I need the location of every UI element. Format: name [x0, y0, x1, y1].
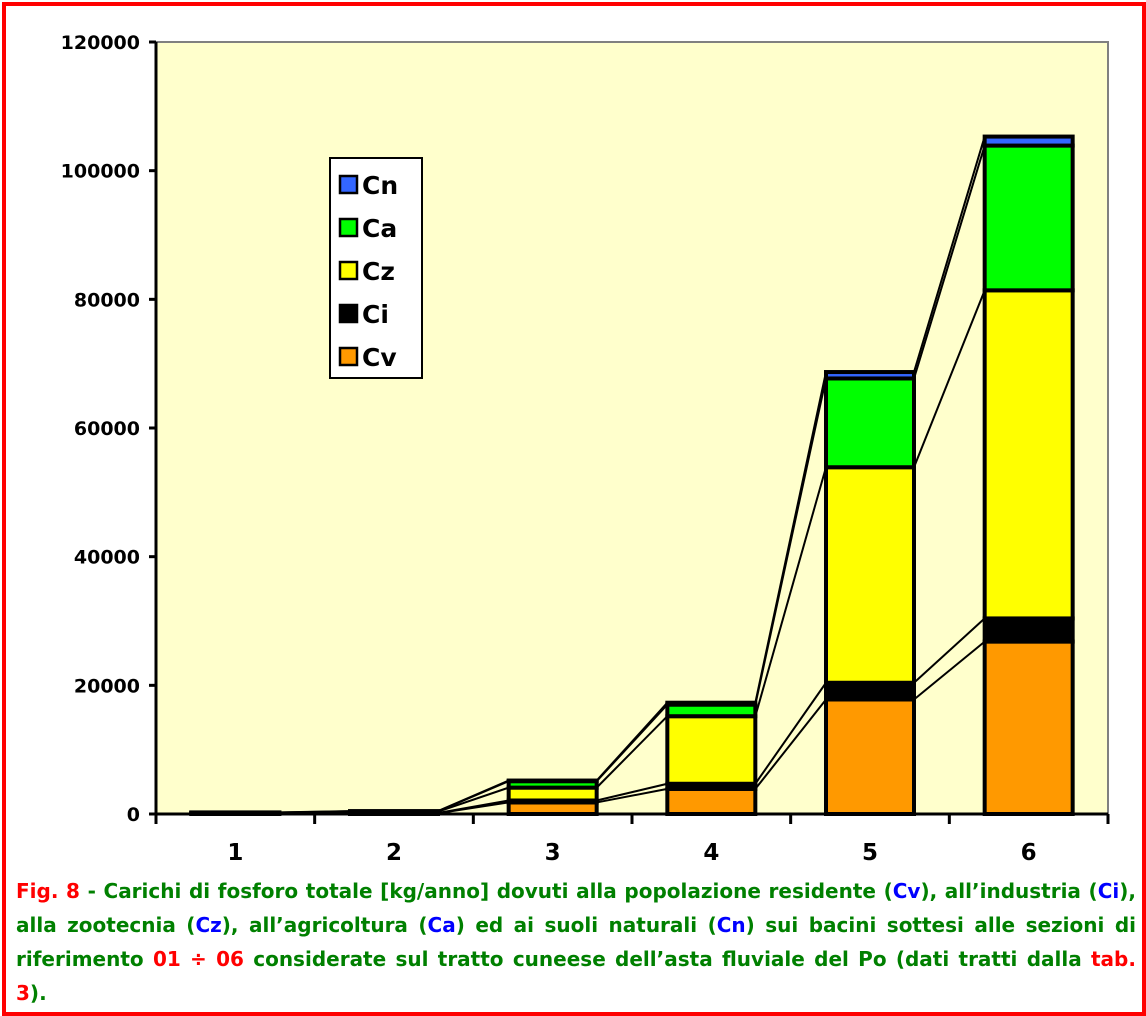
bar-cz-6 [985, 290, 1073, 618]
bar-cn-4 [667, 703, 755, 705]
caption-part-8: ) ed ai suoli naturali ( [456, 913, 717, 937]
bar-ca-5 [826, 378, 914, 467]
caption-part-14: ). [30, 981, 47, 1005]
x-tick-label-3: 3 [545, 840, 561, 866]
legend-label-cn: Cn [362, 171, 398, 200]
x-tick-label-2: 2 [386, 840, 402, 866]
x-tick-label-6: 6 [1021, 840, 1037, 866]
x-tick-label-1: 1 [227, 840, 243, 866]
caption-part-3: Ci [1098, 879, 1120, 903]
bar-ci-5 [826, 683, 914, 700]
x-tick-label-5: 5 [862, 840, 878, 866]
caption-part-11: 01 ÷ 06 [153, 947, 244, 971]
legend-swatch-cv [340, 348, 357, 365]
caption-fig-label: Fig. 8 [16, 879, 80, 903]
y-tick-label-40000: 40000 [74, 547, 140, 569]
plot-background [156, 42, 1108, 814]
bar-cz-4 [667, 716, 755, 784]
legend-swatch-cn [340, 176, 357, 193]
y-tick-label-20000: 20000 [74, 675, 140, 697]
legend-label-cv: Cv [362, 343, 397, 372]
series-line-cn-1 [279, 811, 350, 812]
y-tick-label-80000: 80000 [74, 289, 140, 311]
legend-label-ca: Ca [362, 214, 397, 243]
y-tick-label-120000: 120000 [61, 32, 140, 54]
bar-cn-5 [826, 372, 914, 378]
caption-part-9: Cn [717, 913, 746, 937]
bar-cv-5 [826, 699, 914, 814]
y-tick-label-60000: 60000 [74, 418, 140, 440]
bar-cn-2 [350, 811, 438, 812]
bar-ci-6 [985, 618, 1073, 641]
caption-part-12: considerate sul tratto cuneese dell’asta… [244, 947, 1091, 971]
caption-part-2: ), all’industria ( [920, 879, 1097, 903]
legend-swatch-ci [340, 305, 357, 322]
figure-caption: Fig. 8 - Carichi di fosforo totale [kg/a… [16, 874, 1136, 1010]
bar-ca-6 [985, 146, 1073, 291]
caption-part-0: - Carichi di fosforo totale [kg/anno] do… [80, 879, 893, 903]
legend-swatch-ca [340, 219, 357, 236]
bar-cz-5 [826, 467, 914, 683]
caption-text: - Carichi di fosforo totale [kg/anno] do… [16, 879, 1136, 1005]
bar-cn-6 [985, 137, 1073, 146]
caption-part-6: ), all’agricoltura ( [222, 913, 428, 937]
caption-part-5: Cz [195, 913, 221, 937]
bar-cv-6 [985, 642, 1073, 814]
y-tick-label-100000: 100000 [61, 161, 140, 183]
bar-cn-3 [509, 781, 597, 782]
plot-area [156, 42, 1108, 814]
caption-part-7: Ca [428, 913, 456, 937]
x-tick-label-4: 4 [703, 840, 719, 866]
legend-label-cz: Cz [362, 257, 395, 286]
caption-part-1: Cv [893, 879, 921, 903]
legend-label-ci: Ci [362, 300, 389, 329]
legend-swatch-cz [340, 262, 357, 279]
legend: Cn Ca Cz Ci Cv [330, 158, 422, 378]
bar-cv-4 [667, 789, 755, 814]
y-tick-label-0: 0 [127, 804, 140, 826]
